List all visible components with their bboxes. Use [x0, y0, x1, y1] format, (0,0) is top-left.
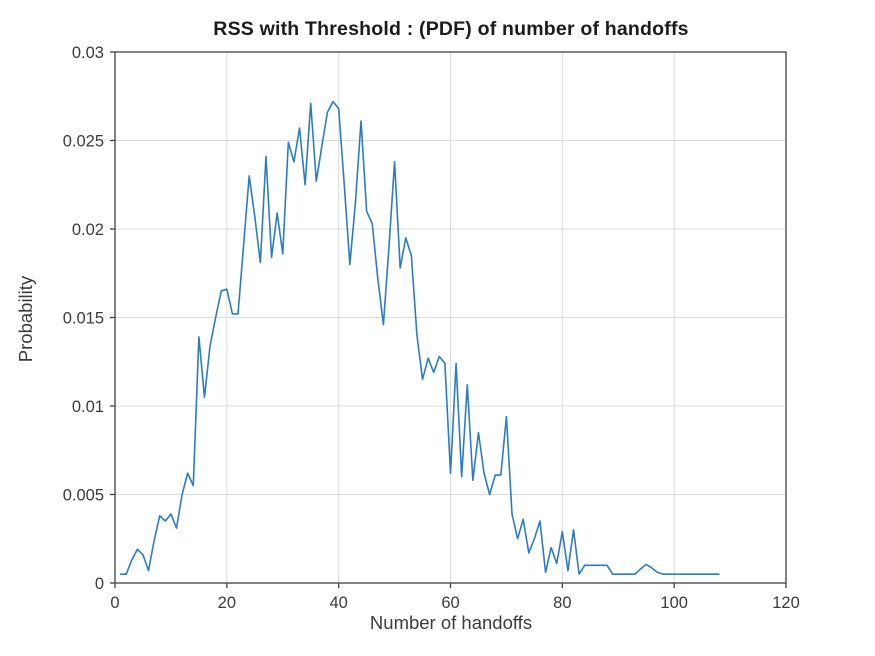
x-tick-label: 0 [110, 594, 119, 612]
y-tick-label: 0.025 [63, 133, 104, 151]
pdf-data-line [119, 100, 720, 575]
y-tick-label: 0 [95, 575, 104, 593]
plot-box-border [114, 51, 787, 584]
x-axis-label: Number of handoffs [369, 612, 533, 633]
x-tick-label: 100 [660, 594, 688, 612]
x-tick-label: 60 [441, 594, 459, 612]
x-tick-labels: 0 20 40 60 80 100 120 [110, 594, 799, 612]
chart-title: RSS with Threshold : (PDF) of number of … [213, 18, 689, 40]
y-tick-label: 0.015 [63, 310, 104, 328]
y-tick-labels: 0 0.005 0.01 0.015 0.02 0.025 0.03 [63, 44, 104, 593]
axis-ticks [110, 51, 787, 588]
x-tick-label: 40 [329, 594, 347, 612]
x-tick-label: 20 [218, 594, 236, 612]
x-tick-label: 80 [553, 594, 571, 612]
y-tick-label: 0.03 [72, 44, 104, 62]
y-tick-label: 0.01 [72, 398, 104, 416]
x-tick-label: 120 [772, 594, 800, 612]
y-axis-label: Probability [15, 275, 36, 363]
y-tick-label: 0.005 [63, 487, 104, 505]
y-tick-label: 0.02 [72, 221, 104, 239]
